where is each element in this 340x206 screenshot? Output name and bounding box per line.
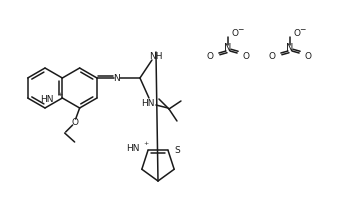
Text: N: N bbox=[114, 74, 120, 82]
Text: −: − bbox=[299, 26, 305, 34]
Text: NH: NH bbox=[149, 52, 163, 61]
Text: O: O bbox=[304, 52, 311, 61]
Text: O: O bbox=[293, 28, 300, 37]
Text: O: O bbox=[242, 52, 249, 61]
Text: HN: HN bbox=[40, 95, 53, 103]
Text: O: O bbox=[207, 52, 214, 61]
Text: O: O bbox=[231, 28, 238, 37]
Text: −: − bbox=[237, 26, 243, 34]
Text: +: + bbox=[58, 91, 63, 96]
Text: HN: HN bbox=[141, 98, 155, 108]
Text: O: O bbox=[269, 52, 276, 61]
Text: S: S bbox=[174, 146, 180, 155]
Text: N: N bbox=[286, 43, 294, 53]
Text: N: N bbox=[224, 43, 232, 53]
Text: HN: HN bbox=[126, 144, 140, 153]
Text: O: O bbox=[71, 117, 78, 126]
Text: +: + bbox=[143, 141, 149, 146]
